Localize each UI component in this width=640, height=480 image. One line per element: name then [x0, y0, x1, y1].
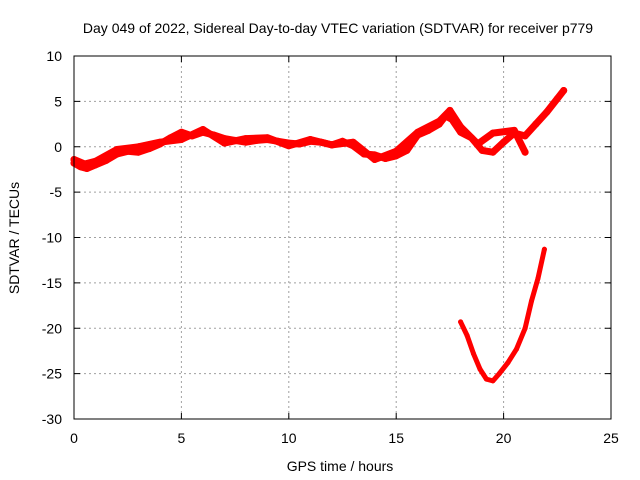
y-tick-label: -10: [42, 230, 62, 246]
data-point: [134, 143, 142, 151]
data-point: [435, 117, 443, 125]
y-tick-label: -25: [42, 366, 62, 382]
data-point: [521, 148, 529, 156]
y-tick-label: 0: [54, 139, 62, 155]
data-point: [156, 138, 164, 146]
data-point: [510, 126, 518, 134]
data-point: [543, 108, 551, 116]
data-point: [496, 371, 502, 377]
data-point: [242, 135, 250, 143]
data-point: [500, 138, 508, 146]
data-point: [92, 157, 99, 165]
x-tick-label: 25: [603, 430, 619, 446]
data-point: [478, 146, 486, 154]
data-point: [489, 129, 497, 137]
data-point: [220, 139, 228, 147]
data-point: [471, 351, 476, 357]
y-tick-label: -30: [42, 411, 62, 427]
data-point: [349, 138, 357, 146]
data-point: [490, 378, 496, 384]
data-point: [328, 141, 336, 149]
x-tick-label: 15: [388, 430, 404, 446]
data-point: [446, 106, 454, 114]
data-point: [514, 346, 519, 352]
data-point: [532, 120, 540, 128]
data-point: [505, 360, 511, 366]
data-point: [553, 95, 561, 103]
data-point: [522, 325, 528, 331]
data-point: [529, 298, 534, 304]
data-point: [489, 148, 497, 156]
data-point: [371, 156, 379, 163]
data-point: [177, 128, 185, 136]
data-series: [70, 87, 568, 384]
data-point: [263, 134, 271, 142]
y-tick-label: 10: [46, 48, 62, 64]
data-point: [81, 160, 89, 168]
x-tick-label: 20: [496, 430, 512, 446]
axis-ticks: [73, 55, 612, 420]
x-axis-label: GPS time / hours: [287, 458, 394, 474]
data-point: [560, 87, 568, 94]
y-tick-label: -15: [42, 275, 62, 291]
data-point: [285, 142, 293, 150]
y-tick-label: 5: [54, 93, 62, 109]
data-point: [464, 333, 470, 338]
data-point: [521, 132, 529, 140]
y-axis-label: SDTVAR / TECUs: [6, 182, 22, 294]
data-point: [483, 376, 489, 382]
data-point: [177, 136, 185, 143]
grid: [74, 56, 611, 419]
data-point: [306, 136, 314, 143]
chart-title: Day 049 of 2022, Sidereal Day-to-day VTE…: [83, 20, 593, 36]
y-tick-label: -20: [42, 320, 62, 336]
data-point: [403, 146, 411, 154]
data-point: [199, 126, 207, 133]
x-tick-label: 5: [178, 430, 186, 446]
data-point: [113, 146, 121, 153]
x-tick-label: 0: [70, 430, 78, 446]
data-point: [541, 246, 547, 252]
data-point: [457, 123, 465, 131]
data-point: [535, 275, 541, 281]
y-tick-label: -5: [50, 184, 63, 200]
data-point: [392, 147, 400, 155]
data-point: [458, 319, 464, 325]
data-point: [474, 140, 482, 148]
x-tick-label: 10: [281, 430, 297, 446]
data-point: [414, 128, 422, 136]
data-point: [477, 366, 483, 372]
